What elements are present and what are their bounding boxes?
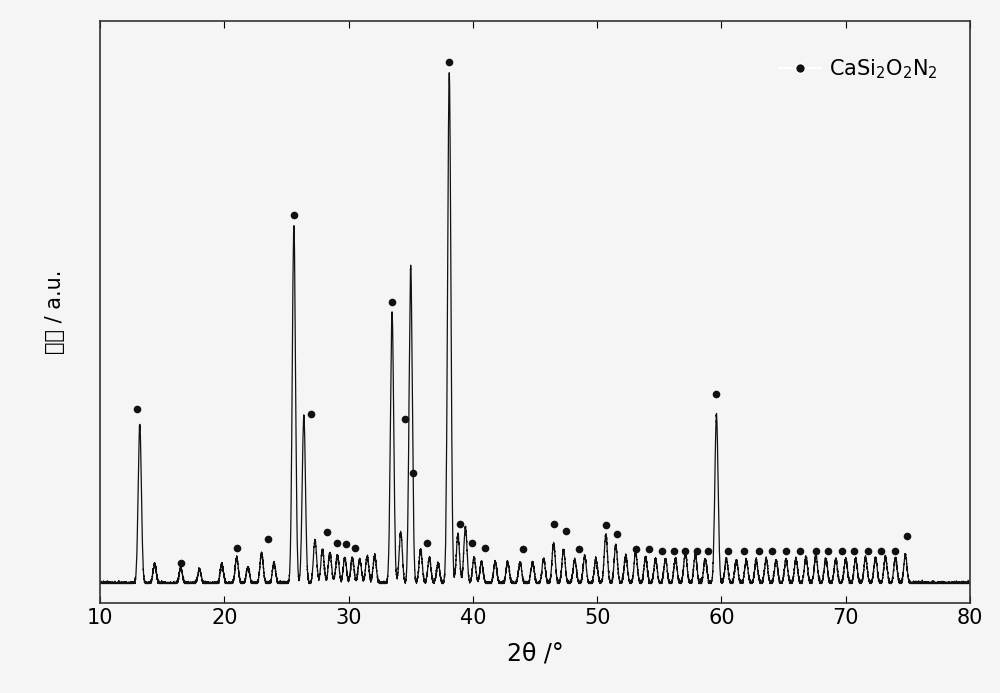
Legend: CaSi$_2$O$_2$N$_2$: CaSi$_2$O$_2$N$_2$: [771, 49, 947, 89]
X-axis label: 2θ /°: 2θ /°: [507, 642, 563, 666]
Text: 强度 / a.u.: 强度 / a.u.: [45, 270, 65, 354]
